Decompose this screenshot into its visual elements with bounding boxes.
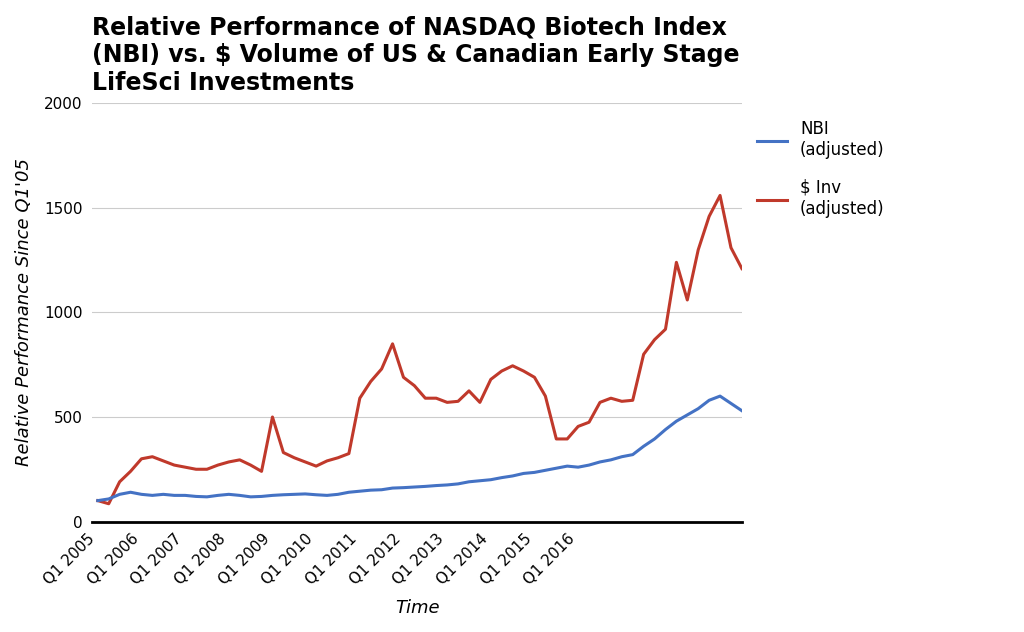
- $ Inv
(adjusted): [714, 191, 726, 199]
- NBI
(adjusted): [201, 493, 213, 501]
- NBI
(adjusted): [736, 407, 749, 415]
- Y-axis label: Relative Performance Since Q1'05: Relative Performance Since Q1'05: [15, 159, 33, 466]
- NBI
(adjusted): [255, 492, 267, 500]
- NBI
(adjusted): [278, 491, 290, 499]
- $ Inv
(adjusted): [91, 497, 103, 504]
- Text: Relative Performance of NASDAQ Biotech Index
(NBI) vs. $ Volume of US & Canadian: Relative Performance of NASDAQ Biotech I…: [92, 15, 739, 95]
- $ Inv
(adjusted): [266, 413, 279, 421]
- X-axis label: Time: Time: [395, 599, 439, 617]
- NBI
(adjusted): [714, 392, 726, 400]
- $ Inv
(adjusted): [102, 500, 115, 507]
- $ Inv
(adjusted): [736, 265, 749, 272]
- $ Inv
(adjusted): [288, 454, 300, 461]
- $ Inv
(adjusted): [507, 362, 519, 370]
- $ Inv
(adjusted): [212, 461, 224, 469]
- Line: $ Inv
(adjusted): $ Inv (adjusted): [97, 195, 742, 504]
- Legend: NBI
(adjusted), $ Inv
(adjusted): NBI (adjusted), $ Inv (adjusted): [757, 120, 885, 218]
- NBI
(adjusted): [91, 497, 103, 504]
- $ Inv
(adjusted): [321, 457, 333, 465]
- NBI
(adjusted): [299, 490, 311, 498]
- NBI
(adjusted): [496, 474, 508, 482]
- $ Inv
(adjusted): [310, 463, 323, 470]
- Line: NBI
(adjusted): NBI (adjusted): [97, 396, 742, 501]
- NBI
(adjusted): [310, 491, 323, 499]
